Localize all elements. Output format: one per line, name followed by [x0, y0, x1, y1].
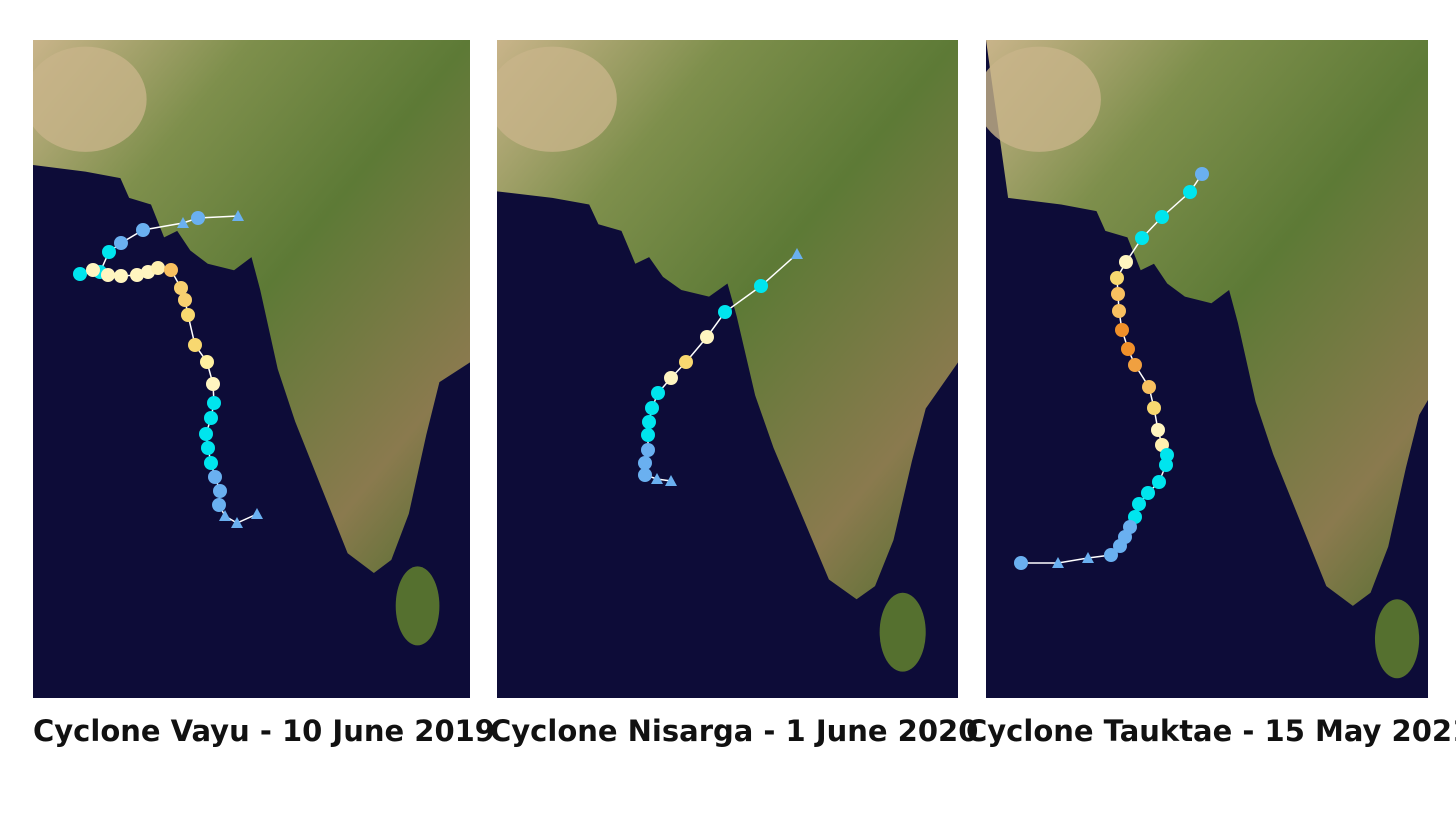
track-point	[1183, 185, 1197, 199]
track-point	[1141, 486, 1155, 500]
track-point	[638, 456, 652, 470]
track-point	[136, 223, 150, 237]
desert	[986, 46, 1101, 152]
track-point	[177, 217, 189, 228]
map-panel	[497, 40, 958, 698]
track-point	[114, 269, 128, 283]
sri-lanka	[395, 566, 440, 646]
track-point	[178, 293, 192, 307]
track-point	[754, 279, 768, 293]
track-point	[641, 443, 655, 457]
track-point	[791, 248, 803, 259]
track-point	[200, 355, 214, 369]
track-point	[1113, 539, 1127, 553]
land	[497, 40, 958, 600]
track-point	[1121, 342, 1135, 356]
track-point	[1159, 458, 1173, 472]
track-point	[1155, 210, 1169, 224]
track-point	[664, 371, 678, 385]
caption: Cyclone Vayu - 10 June 2019	[33, 714, 495, 748]
track-point	[204, 456, 218, 470]
track-point	[232, 210, 244, 221]
track-point	[1147, 401, 1161, 415]
track-point	[191, 211, 205, 225]
track-point	[251, 508, 263, 519]
track-point	[1195, 167, 1209, 181]
sri-lanka	[879, 592, 926, 672]
track-point	[204, 411, 218, 425]
track-point	[86, 263, 100, 277]
track-point	[206, 377, 220, 391]
track-point	[181, 308, 195, 322]
track-point	[102, 245, 116, 259]
track-point	[651, 386, 665, 400]
track-point	[641, 428, 655, 442]
track-point	[1014, 556, 1028, 570]
track-point	[679, 355, 693, 369]
track-point	[73, 267, 87, 281]
track-point	[1110, 271, 1124, 285]
track-point	[1142, 380, 1156, 394]
track-point	[700, 330, 714, 344]
caption: Cyclone Tauktae - 15 May 2021	[966, 714, 1456, 748]
track-point	[151, 261, 165, 275]
desert	[497, 46, 617, 152]
track-point	[642, 415, 656, 429]
track-point	[1104, 548, 1118, 562]
desert	[33, 46, 147, 152]
track-point	[1112, 304, 1126, 318]
track-point	[1115, 323, 1129, 337]
track-point	[1128, 358, 1142, 372]
sri-lanka	[1374, 599, 1420, 679]
map-panel	[986, 40, 1428, 698]
track-point	[130, 268, 144, 282]
track-point	[164, 263, 178, 277]
track-point	[174, 281, 188, 295]
track-point	[645, 401, 659, 415]
track-point	[188, 338, 202, 352]
track-point	[1111, 287, 1125, 301]
land	[986, 40, 1428, 606]
track-point	[1082, 552, 1094, 563]
track-point	[665, 475, 677, 486]
land	[33, 40, 470, 573]
track-point	[199, 427, 213, 441]
track-point	[1119, 255, 1133, 269]
track-point	[207, 396, 221, 410]
track-point	[651, 473, 663, 484]
caption: Cyclone Nisarga - 1 June 2020	[490, 714, 979, 748]
track-point	[1152, 475, 1166, 489]
track-point	[219, 510, 231, 521]
track-point	[718, 305, 732, 319]
track-point	[1052, 557, 1064, 568]
track-point	[208, 470, 222, 484]
track-point	[638, 468, 652, 482]
track-point	[1135, 231, 1149, 245]
track-point	[114, 236, 128, 250]
track-point	[201, 441, 215, 455]
track-point	[101, 268, 115, 282]
track-point	[231, 517, 243, 528]
track-point	[212, 498, 226, 512]
track-point	[1132, 497, 1146, 511]
track-point	[213, 484, 227, 498]
map-panel	[33, 40, 470, 698]
track-point	[1151, 423, 1165, 437]
